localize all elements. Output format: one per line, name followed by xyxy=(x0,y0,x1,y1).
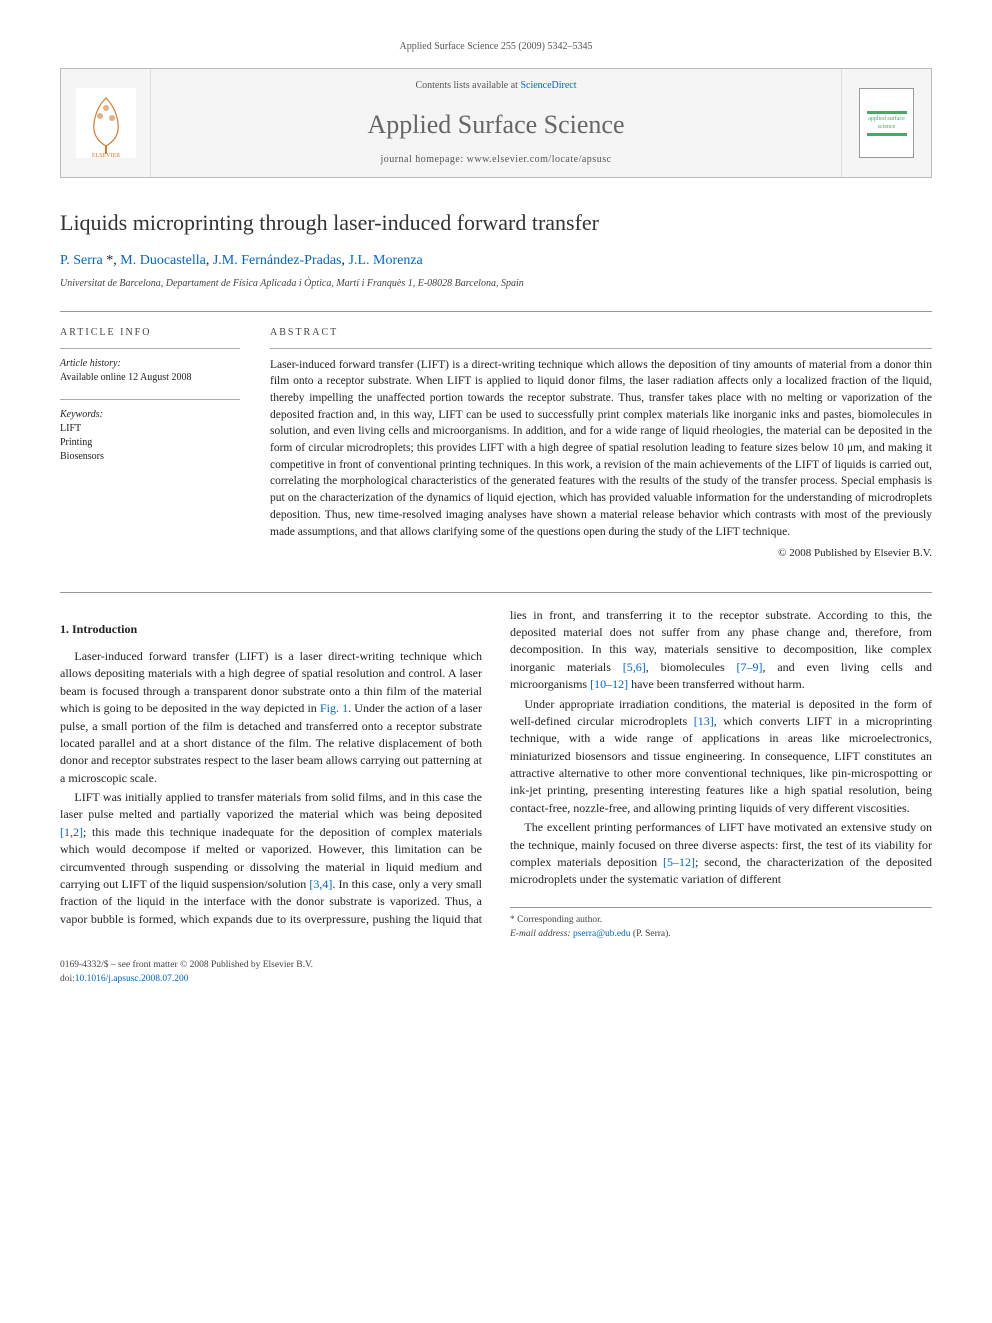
ref-7-9[interactable]: [7–9] xyxy=(736,660,762,674)
divider-bottom xyxy=(60,592,932,593)
keyword-1: LIFT xyxy=(60,423,81,434)
fig1-link[interactable]: Fig. 1 xyxy=(320,701,348,715)
publisher-logo-cell: ELSEVIER xyxy=(61,69,151,177)
journal-cover-thumbnail: applied surface science xyxy=(859,88,914,158)
article-info-heading: ARTICLE INFO xyxy=(60,326,240,340)
article-info-column: ARTICLE INFO Article history: Available … xyxy=(60,326,240,562)
homepage-prefix: journal homepage: xyxy=(380,154,466,165)
journal-homepage-line: journal homepage: www.elsevier.com/locat… xyxy=(151,153,841,167)
p2a: LIFT was initially applied to transfer m… xyxy=(60,790,482,821)
abstract-column: ABSTRACT Laser-induced forward transfer … xyxy=(270,326,932,562)
author-duocastella[interactable]: M. Duocastella xyxy=(120,253,206,268)
intro-para-1: Laser-induced forward transfer (LIFT) is… xyxy=(60,648,482,787)
section-1-heading: 1. Introduction xyxy=(60,621,482,638)
corresponding-author-footnote: * Corresponding author. E-mail address: … xyxy=(510,907,932,942)
ref-3-4[interactable]: [3,4] xyxy=(309,877,332,891)
abstract-text: Laser-induced forward transfer (LIFT) is… xyxy=(270,357,932,540)
intro-para-4: The excellent printing performances of L… xyxy=(510,819,932,889)
cover-text: applied surface science xyxy=(860,115,913,132)
ref-1-2[interactable]: [1,2] xyxy=(60,825,83,839)
info-abstract-row: ARTICLE INFO Article history: Available … xyxy=(60,326,932,562)
elsevier-tree-logo: ELSEVIER xyxy=(76,88,136,158)
author-serra[interactable]: P. Serra xyxy=(60,253,103,268)
author-morenza[interactable]: J.L. Morenza xyxy=(349,253,423,268)
doi-label: doi: xyxy=(60,974,75,984)
author-list: P. Serra *, M. Duocastella, J.M. Fernánd… xyxy=(60,251,932,271)
homepage-url: www.elsevier.com/locate/apsusc xyxy=(467,154,612,165)
front-matter-footer: 0169-4332/$ – see front matter © 2008 Pu… xyxy=(60,959,932,986)
affiliation: Universitat de Barcelona, Departament de… xyxy=(60,277,932,291)
issn-copyright-line: 0169-4332/$ – see front matter © 2008 Pu… xyxy=(60,959,932,972)
email-label: E-mail address: xyxy=(510,929,573,939)
keywords-label: Keywords: xyxy=(60,409,103,420)
ref-13[interactable]: [13] xyxy=(694,714,714,728)
running-header: Applied Surface Science 255 (2009) 5342–… xyxy=(60,40,932,54)
cover-thumb-cell: applied surface science xyxy=(841,69,931,177)
corr-email-link[interactable]: pserra@ub.edu xyxy=(573,929,631,939)
contents-available-line: Contents lists available at ScienceDirec… xyxy=(151,79,841,93)
doi-link[interactable]: 10.1016/j.apsusc.2008.07.200 xyxy=(75,974,189,984)
divider-top xyxy=(60,311,932,312)
p2g: have been transferred without harm. xyxy=(628,677,805,691)
sciencedirect-link[interactable]: ScienceDirect xyxy=(520,80,576,91)
body-two-columns: 1. Introduction Laser-induced forward tr… xyxy=(60,607,932,942)
abstract-heading: ABSTRACT xyxy=(270,326,932,340)
journal-banner: ELSEVIER Contents lists available at Sci… xyxy=(60,68,932,178)
contents-prefix: Contents lists available at xyxy=(415,80,520,91)
keyword-3: Biosensors xyxy=(60,451,104,462)
corr-author-label: * Corresponding author. xyxy=(510,914,932,928)
corr-marker: * xyxy=(103,253,114,268)
journal-name: Applied Surface Science xyxy=(151,107,841,143)
p3b: , which converts LIFT in a microprinting… xyxy=(510,714,932,815)
svg-text:ELSEVIER: ELSEVIER xyxy=(91,153,119,158)
ref-5-6[interactable]: [5,6] xyxy=(623,660,646,674)
article-title: Liquids microprinting through laser-indu… xyxy=(60,208,932,239)
history-label: Article history: xyxy=(60,358,121,369)
keywords-block: Keywords: LIFT Printing Biosensors xyxy=(60,408,240,464)
intro-para-3: Under appropriate irradiation conditions… xyxy=(510,696,932,818)
p2e: , biomolecules xyxy=(646,660,737,674)
keyword-2: Printing xyxy=(60,437,92,448)
ref-5-12[interactable]: [5–12] xyxy=(663,855,695,869)
author-fernandez-pradas[interactable]: J.M. Fernández-Pradas xyxy=(213,253,342,268)
email-tail: (P. Serra). xyxy=(631,929,671,939)
abstract-copyright: © 2008 Published by Elsevier B.V. xyxy=(270,546,932,561)
ref-10-12[interactable]: [10–12] xyxy=(590,677,628,691)
history-value: Available online 12 August 2008 xyxy=(60,372,191,383)
article-history-block: Article history: Available online 12 Aug… xyxy=(60,357,240,385)
banner-center: Contents lists available at ScienceDirec… xyxy=(151,69,841,177)
